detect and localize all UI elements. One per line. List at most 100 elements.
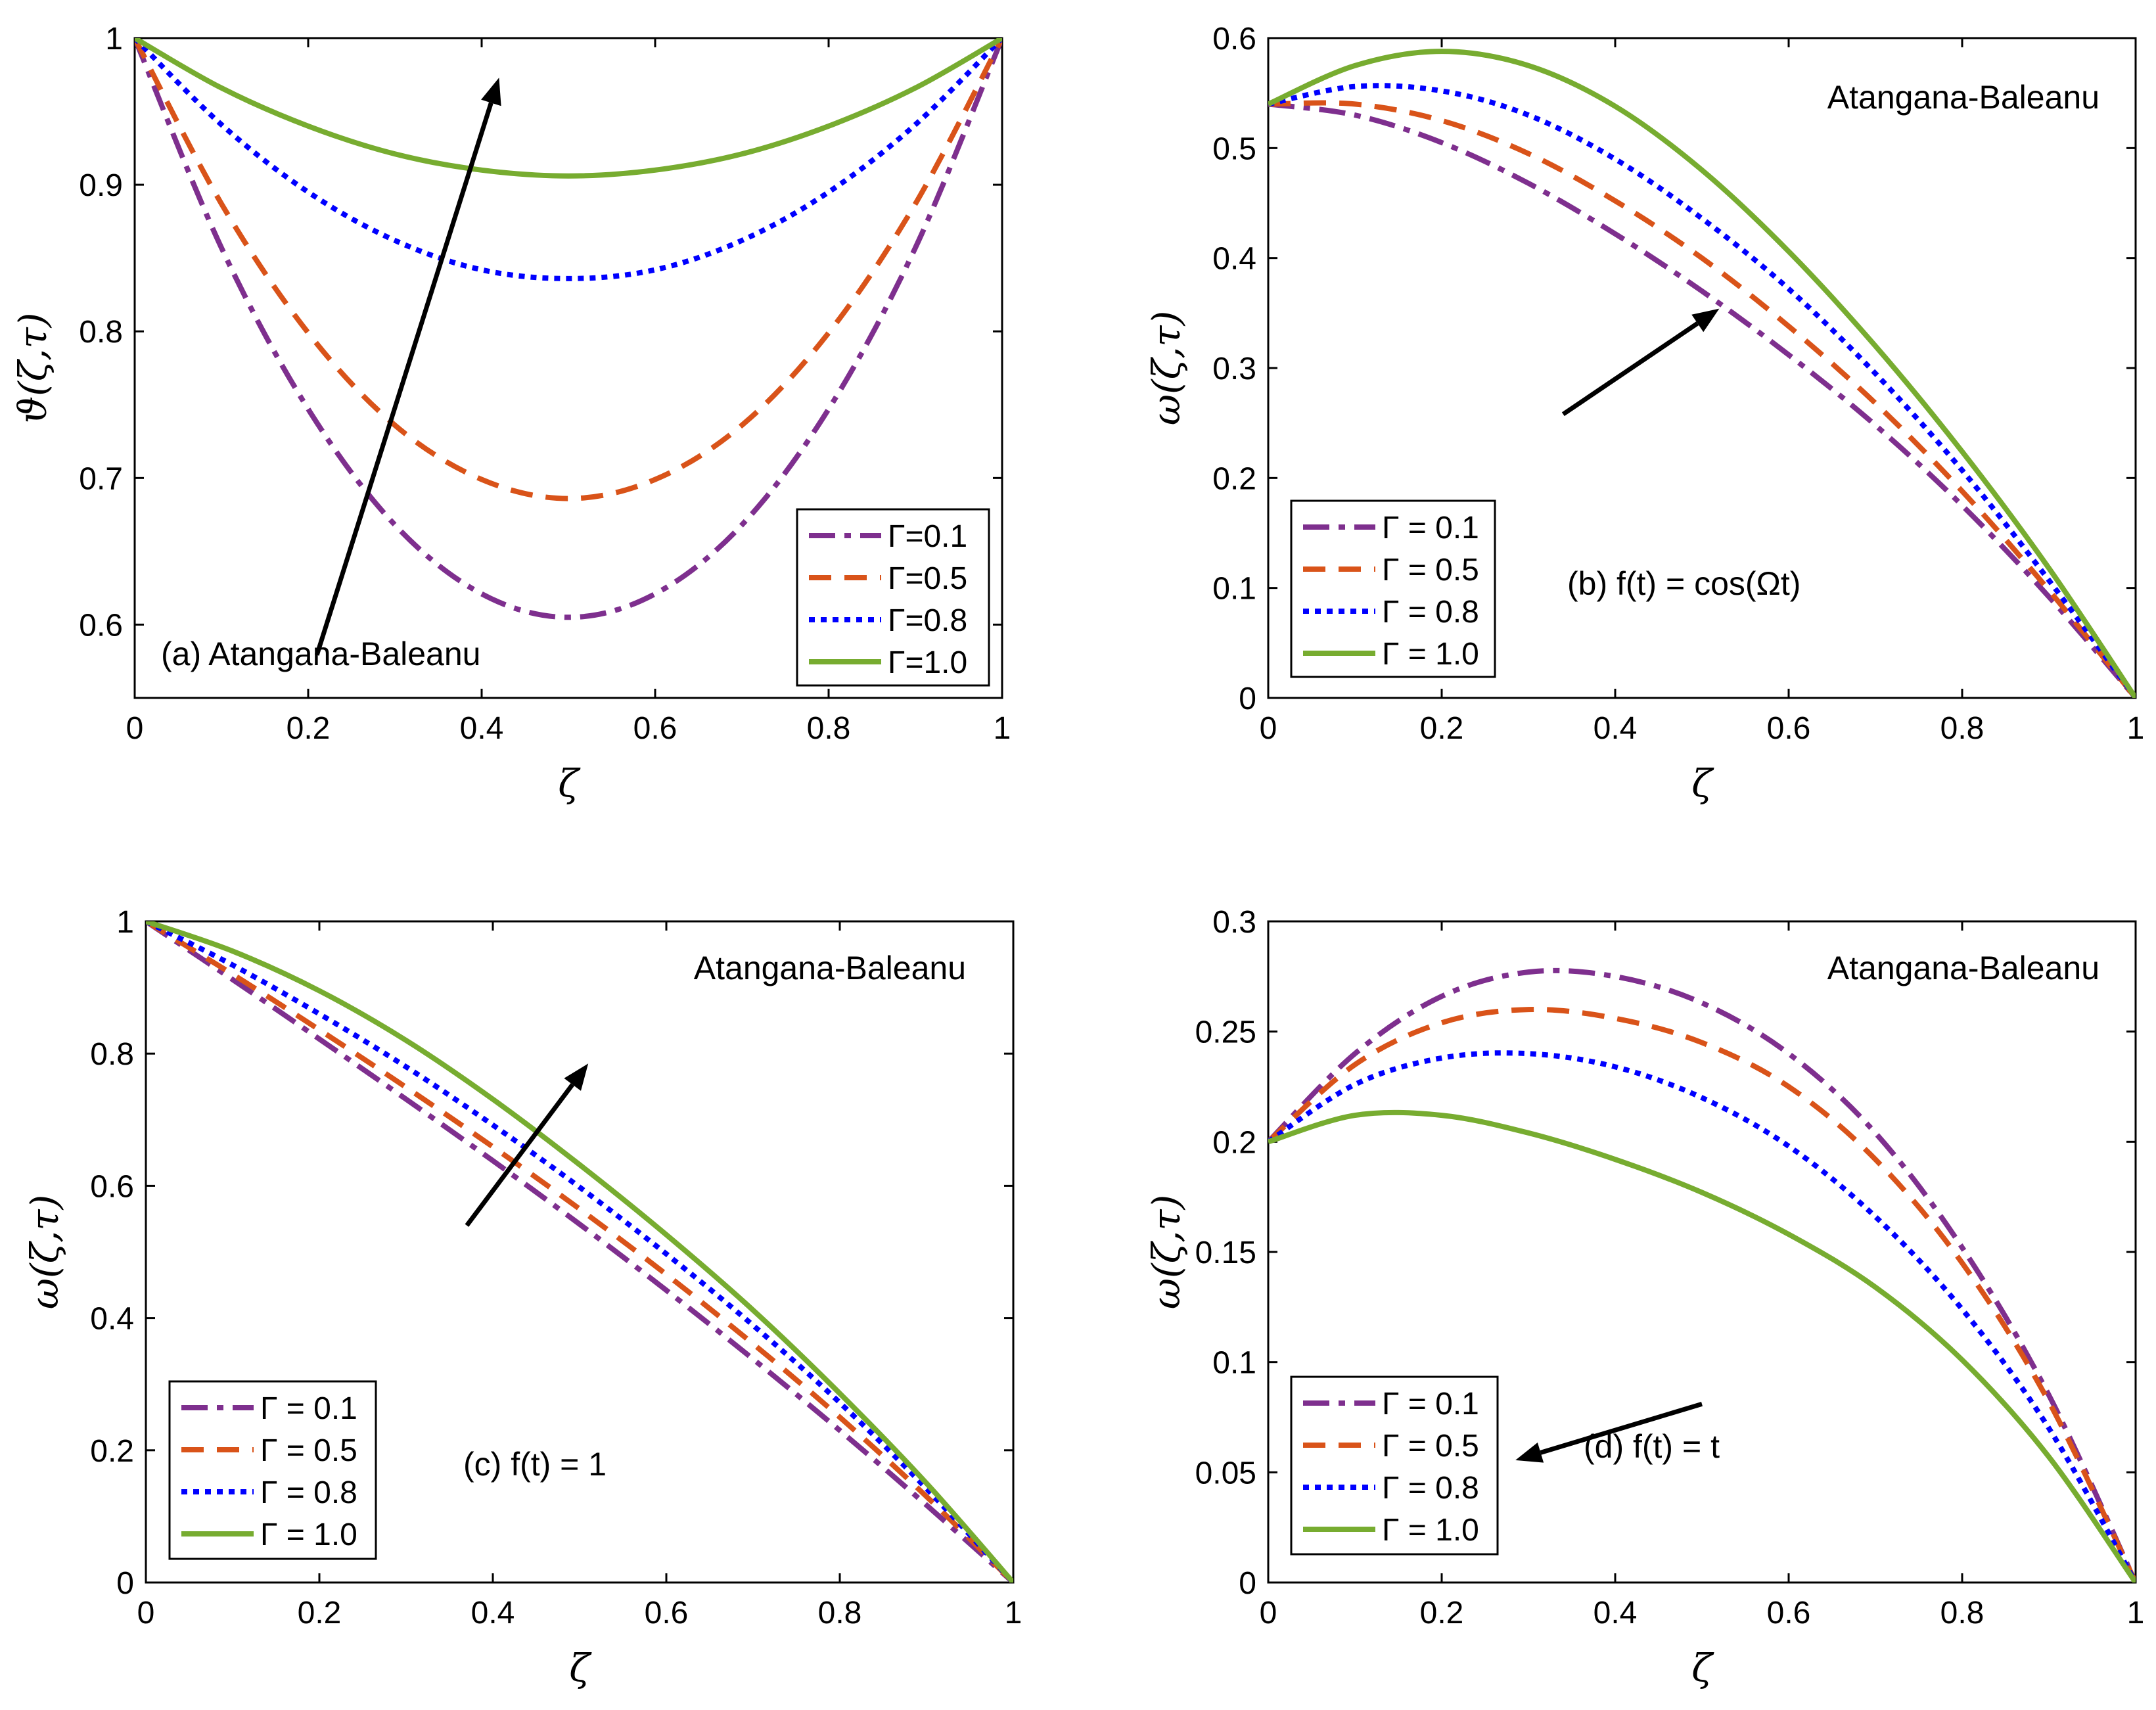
series-line-3	[1268, 49, 2136, 698]
trend-arrow-shaft	[465, 1083, 575, 1227]
series-line-2	[146, 921, 1013, 1583]
trend-arrow-shaft	[1561, 321, 1699, 417]
legend-entry-0: Γ = 0.1	[1382, 1387, 1479, 1421]
trend-arrow-head	[1515, 1443, 1544, 1463]
x-tick-label: 0	[137, 1596, 155, 1630]
x-tick-label: 0.2	[1420, 711, 1464, 746]
series-line-3	[146, 921, 1013, 1583]
legend-entry-1: Γ = 0.5	[1382, 553, 1479, 588]
legend: Γ = 0.1 Γ = 0.5 Γ = 0.8 Γ = 1.0	[1290, 499, 1496, 678]
x-tick-label: 0.4	[1594, 711, 1638, 746]
y-tick-label: 0.2	[1212, 1125, 1256, 1160]
y-tick-label: 0.4	[1212, 242, 1256, 277]
legend-box	[168, 1380, 377, 1560]
x-axis-label: ζ	[1691, 1646, 1714, 1690]
panel-annotation: (d) f(t) = t	[1584, 1428, 1720, 1465]
legend-entry-0: Γ = 0.1	[1382, 511, 1479, 545]
legend-entry-0: Γ = 0.1	[260, 1391, 357, 1426]
y-tick-label: 0.6	[79, 608, 123, 643]
x-tick-label: 0.8	[1940, 711, 1984, 746]
legend-entry-3: Γ = 1.0	[260, 1517, 357, 1552]
x-axis-label: ζ	[1691, 761, 1714, 806]
x-tick-label: 0.8	[1940, 1596, 1984, 1630]
panel-annotation: Atangana-Baleanu	[1827, 79, 2099, 116]
trend-arrow-shaft	[314, 102, 493, 656]
panel-annotation: (a) Atangana-Baleanu	[161, 635, 480, 672]
x-tick-label: 0.2	[1420, 1596, 1464, 1630]
legend-entry-1: Γ=0.5	[888, 561, 967, 596]
legend-entry-2: Γ=0.8	[888, 603, 967, 638]
legend-entry-2: Γ = 0.8	[1382, 595, 1479, 630]
legend: Γ = 0.1 Γ = 0.5 Γ = 0.8 Γ = 1.0	[1290, 1375, 1499, 1556]
series-line-0	[135, 38, 1002, 620]
panel-annotation: (b) f(t) = cos(Ωt)	[1567, 565, 1800, 602]
x-tick-label: 0.2	[287, 711, 331, 746]
series-line-1	[1268, 100, 2136, 698]
series-line-3	[1268, 1109, 2136, 1583]
y-tick-label: 0.1	[1212, 572, 1256, 607]
x-tick-label: 0.4	[471, 1596, 515, 1630]
y-axis-label: ω(ζ,τ)	[1144, 311, 1189, 426]
y-tick-label: 0.2	[1212, 461, 1256, 496]
y-tick-label: 0	[1239, 682, 1256, 716]
series-line-0	[146, 921, 1013, 1583]
y-axis-label: ω(ζ,τ)	[22, 1195, 67, 1310]
x-axis-label: ζ	[558, 761, 581, 806]
x-axis-label: ζ	[569, 1646, 592, 1690]
y-axis-label: ϑ(ζ,τ)	[11, 313, 55, 424]
x-tick-label: 0.2	[298, 1596, 342, 1630]
x-tick-label: 0	[1260, 711, 1277, 746]
y-tick-label: 0.9	[79, 168, 123, 203]
legend-entry-1: Γ = 0.5	[1382, 1429, 1479, 1464]
x-tick-label: 0.6	[1767, 711, 1811, 746]
trend-arrow-head	[564, 1063, 589, 1091]
legend-box	[796, 508, 990, 687]
panel-d: 0 0.2 0.4 0.6 0.8 1 0 0.05 0.1 0.15 0.2 0.25 0.3 ζ ω(ζ…	[1144, 905, 2144, 1690]
x-tick-label: 1	[2127, 1596, 2145, 1630]
trend-arrow-head	[481, 78, 501, 106]
x-tick-label: 0.6	[633, 711, 677, 746]
y-tick-label: 1	[116, 905, 134, 940]
x-tick-label: 0.6	[645, 1596, 689, 1630]
series-line-2	[1268, 83, 2136, 698]
legend-box	[1290, 1375, 1499, 1556]
y-tick-label: 0.3	[1212, 905, 1256, 940]
legend-entry-3: Γ = 1.0	[1382, 637, 1479, 672]
x-tick-label: 1	[2127, 711, 2145, 746]
legend-entry-3: Γ=1.0	[888, 645, 967, 680]
x-tick-label: 0.8	[807, 711, 851, 746]
trend-arrow-head	[1691, 308, 1720, 333]
x-tick-label: 0	[1260, 1596, 1277, 1630]
x-tick-label: 0.8	[818, 1596, 862, 1630]
series-line-3	[135, 38, 1002, 179]
x-tick-label: 0	[126, 711, 144, 746]
panel-a: 0 0.2 0.4 0.6 0.8 1 0.6 0.7 0.8 0.9 1 ζ ϑ(ζ,τ) (a) At…	[11, 22, 1011, 806]
y-tick-label: 0.8	[79, 315, 123, 350]
series-line-2	[135, 38, 1002, 281]
legend-entry-2: Γ = 0.8	[1382, 1471, 1479, 1506]
series-line-1	[1268, 1007, 2136, 1583]
y-tick-label: 0.3	[1212, 352, 1256, 386]
legend-box	[1290, 499, 1496, 678]
panel-annotation: (c) f(t) = 1	[463, 1446, 607, 1483]
y-tick-label: 0.05	[1195, 1456, 1256, 1490]
y-tick-label: 0.6	[1212, 22, 1256, 57]
x-tick-label: 0.6	[1767, 1596, 1811, 1630]
trend-arrow-shaft	[1540, 1402, 1703, 1455]
y-tick-label: 0.1	[1212, 1346, 1256, 1381]
legend-entry-0: Γ=0.1	[888, 519, 967, 554]
series-line-0	[1268, 101, 2136, 698]
y-tick-label: 0.7	[79, 461, 123, 496]
y-tick-label: 0.8	[90, 1037, 134, 1072]
y-tick-label: 1	[105, 22, 123, 57]
x-tick-label: 0.4	[1594, 1596, 1638, 1630]
y-tick-label: 0.2	[90, 1434, 134, 1469]
y-tick-label: 0	[1239, 1566, 1256, 1601]
x-tick-label: 1	[1005, 1596, 1022, 1630]
panel-c: 0 0.2 0.4 0.6 0.8 1 0 0.2 0.4 0.6 0.8 1 ζ ω(ζ,τ) Atang…	[22, 905, 1022, 1690]
series-line-1	[135, 38, 1002, 501]
legend-entry-3: Γ = 1.0	[1382, 1513, 1479, 1548]
legend: Γ = 0.1 Γ = 0.5 Γ = 0.8 Γ = 1.0	[168, 1380, 377, 1560]
x-tick-label: 1	[994, 711, 1011, 746]
